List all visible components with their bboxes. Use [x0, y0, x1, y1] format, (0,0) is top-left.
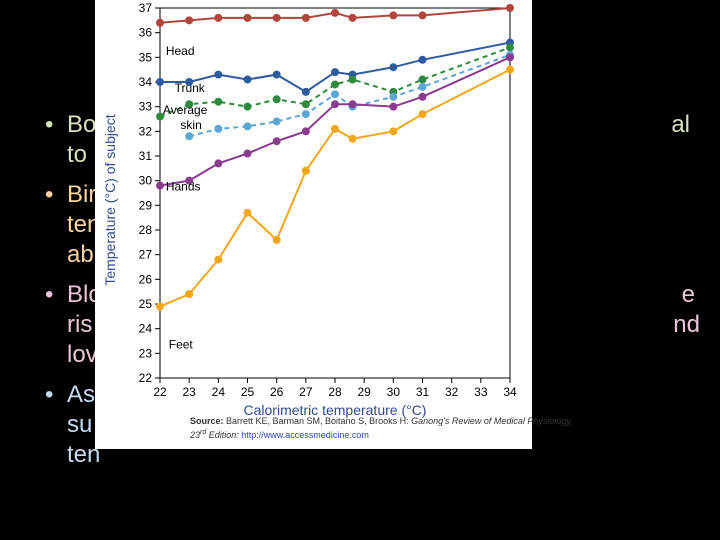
svg-text:22: 22 — [139, 371, 153, 385]
bullet-4: As su ten — [45, 380, 102, 470]
svg-text:37: 37 — [139, 1, 153, 15]
svg-text:28: 28 — [328, 385, 342, 399]
svg-text:33: 33 — [474, 385, 488, 399]
svg-text:26: 26 — [139, 272, 153, 286]
svg-text:24: 24 — [212, 385, 226, 399]
bullet-1: Bo to — [45, 110, 102, 170]
series-label-feet: Feet — [169, 337, 194, 351]
bullet-1-right: al — [535, 110, 690, 140]
slide-page-number: 2 — [674, 493, 682, 510]
source-prefix: Source: — [190, 416, 224, 426]
source-edition-num: 23 — [190, 430, 200, 440]
chart-figure: 22232425262728293031323334 2223242526272… — [95, 0, 532, 449]
chart-svg: 22232425262728293031323334 2223242526272… — [95, 0, 532, 449]
plot-box — [160, 8, 510, 378]
svg-text:23: 23 — [139, 346, 153, 360]
svg-text:25: 25 — [241, 385, 255, 399]
svg-text:34: 34 — [503, 385, 517, 399]
svg-text:27: 27 — [139, 248, 153, 262]
bullet-right-overflow: al e nd — [535, 110, 700, 340]
series-trunk — [156, 43, 514, 120]
series-label-hands: Hands — [166, 180, 201, 194]
bullet-3-right-b: nd — [673, 311, 700, 338]
chart-series — [156, 4, 514, 310]
series-label-head: Head — [166, 44, 195, 58]
svg-text:skin: skin — [180, 118, 201, 132]
svg-text:22: 22 — [153, 385, 167, 399]
svg-text:33: 33 — [139, 100, 153, 114]
svg-text:35: 35 — [139, 50, 153, 64]
source-url: http://www.accessmedicine.com — [241, 430, 369, 440]
svg-text:26: 26 — [270, 385, 284, 399]
bullet-3: Blo ris lov — [45, 280, 102, 370]
slide-date: 24.07.05 — [38, 493, 96, 510]
svg-text:30: 30 — [387, 385, 401, 399]
source-edition-word: Edition: — [206, 430, 241, 440]
svg-text:28: 28 — [139, 223, 153, 237]
y-axis-ticks: 22 23 24 25 26 27 28 29 30 31 32 33 34 35 36 37 — [139, 1, 160, 385]
svg-text:24: 24 — [139, 322, 153, 336]
source-authors: Barrett KE, Barman SM, Boitano S, Brooks… — [224, 416, 412, 426]
bullet-1-text: Bo to — [67, 111, 96, 168]
series-label-averageskin: Average — [163, 103, 208, 117]
svg-text:31: 31 — [416, 385, 430, 399]
x-axis-ticks: 22 23 24 25 26 27 28 29 30 31 32 33 34 — [153, 378, 517, 399]
y-axis-label: Temperature (°C) of subject — [102, 114, 118, 285]
series-rectum — [156, 4, 514, 27]
series-averageskin — [185, 51, 514, 140]
bullet-2: Bir ten ab — [45, 180, 102, 270]
source-title: Ganong's Review of Medical Physiology, — [411, 416, 573, 426]
svg-text:31: 31 — [139, 149, 153, 163]
chart-source-citation: Source: Barrett KE, Barman SM, Boitano S… — [190, 415, 627, 441]
svg-text:29: 29 — [139, 198, 153, 212]
svg-text:29: 29 — [357, 385, 371, 399]
svg-text:32: 32 — [445, 385, 459, 399]
bullet-3-right-a: e — [682, 281, 695, 308]
svg-text:36: 36 — [139, 26, 153, 40]
series-label-trunk: Trunk — [175, 81, 206, 95]
bullet-list: Bo to Bir ten ab Blo ris lov As su ten — [45, 110, 102, 480]
svg-text:30: 30 — [139, 174, 153, 188]
svg-text:27: 27 — [299, 385, 313, 399]
svg-text:23: 23 — [182, 385, 196, 399]
svg-text:32: 32 — [139, 124, 153, 138]
svg-text:25: 25 — [139, 297, 153, 311]
svg-text:34: 34 — [139, 75, 153, 89]
